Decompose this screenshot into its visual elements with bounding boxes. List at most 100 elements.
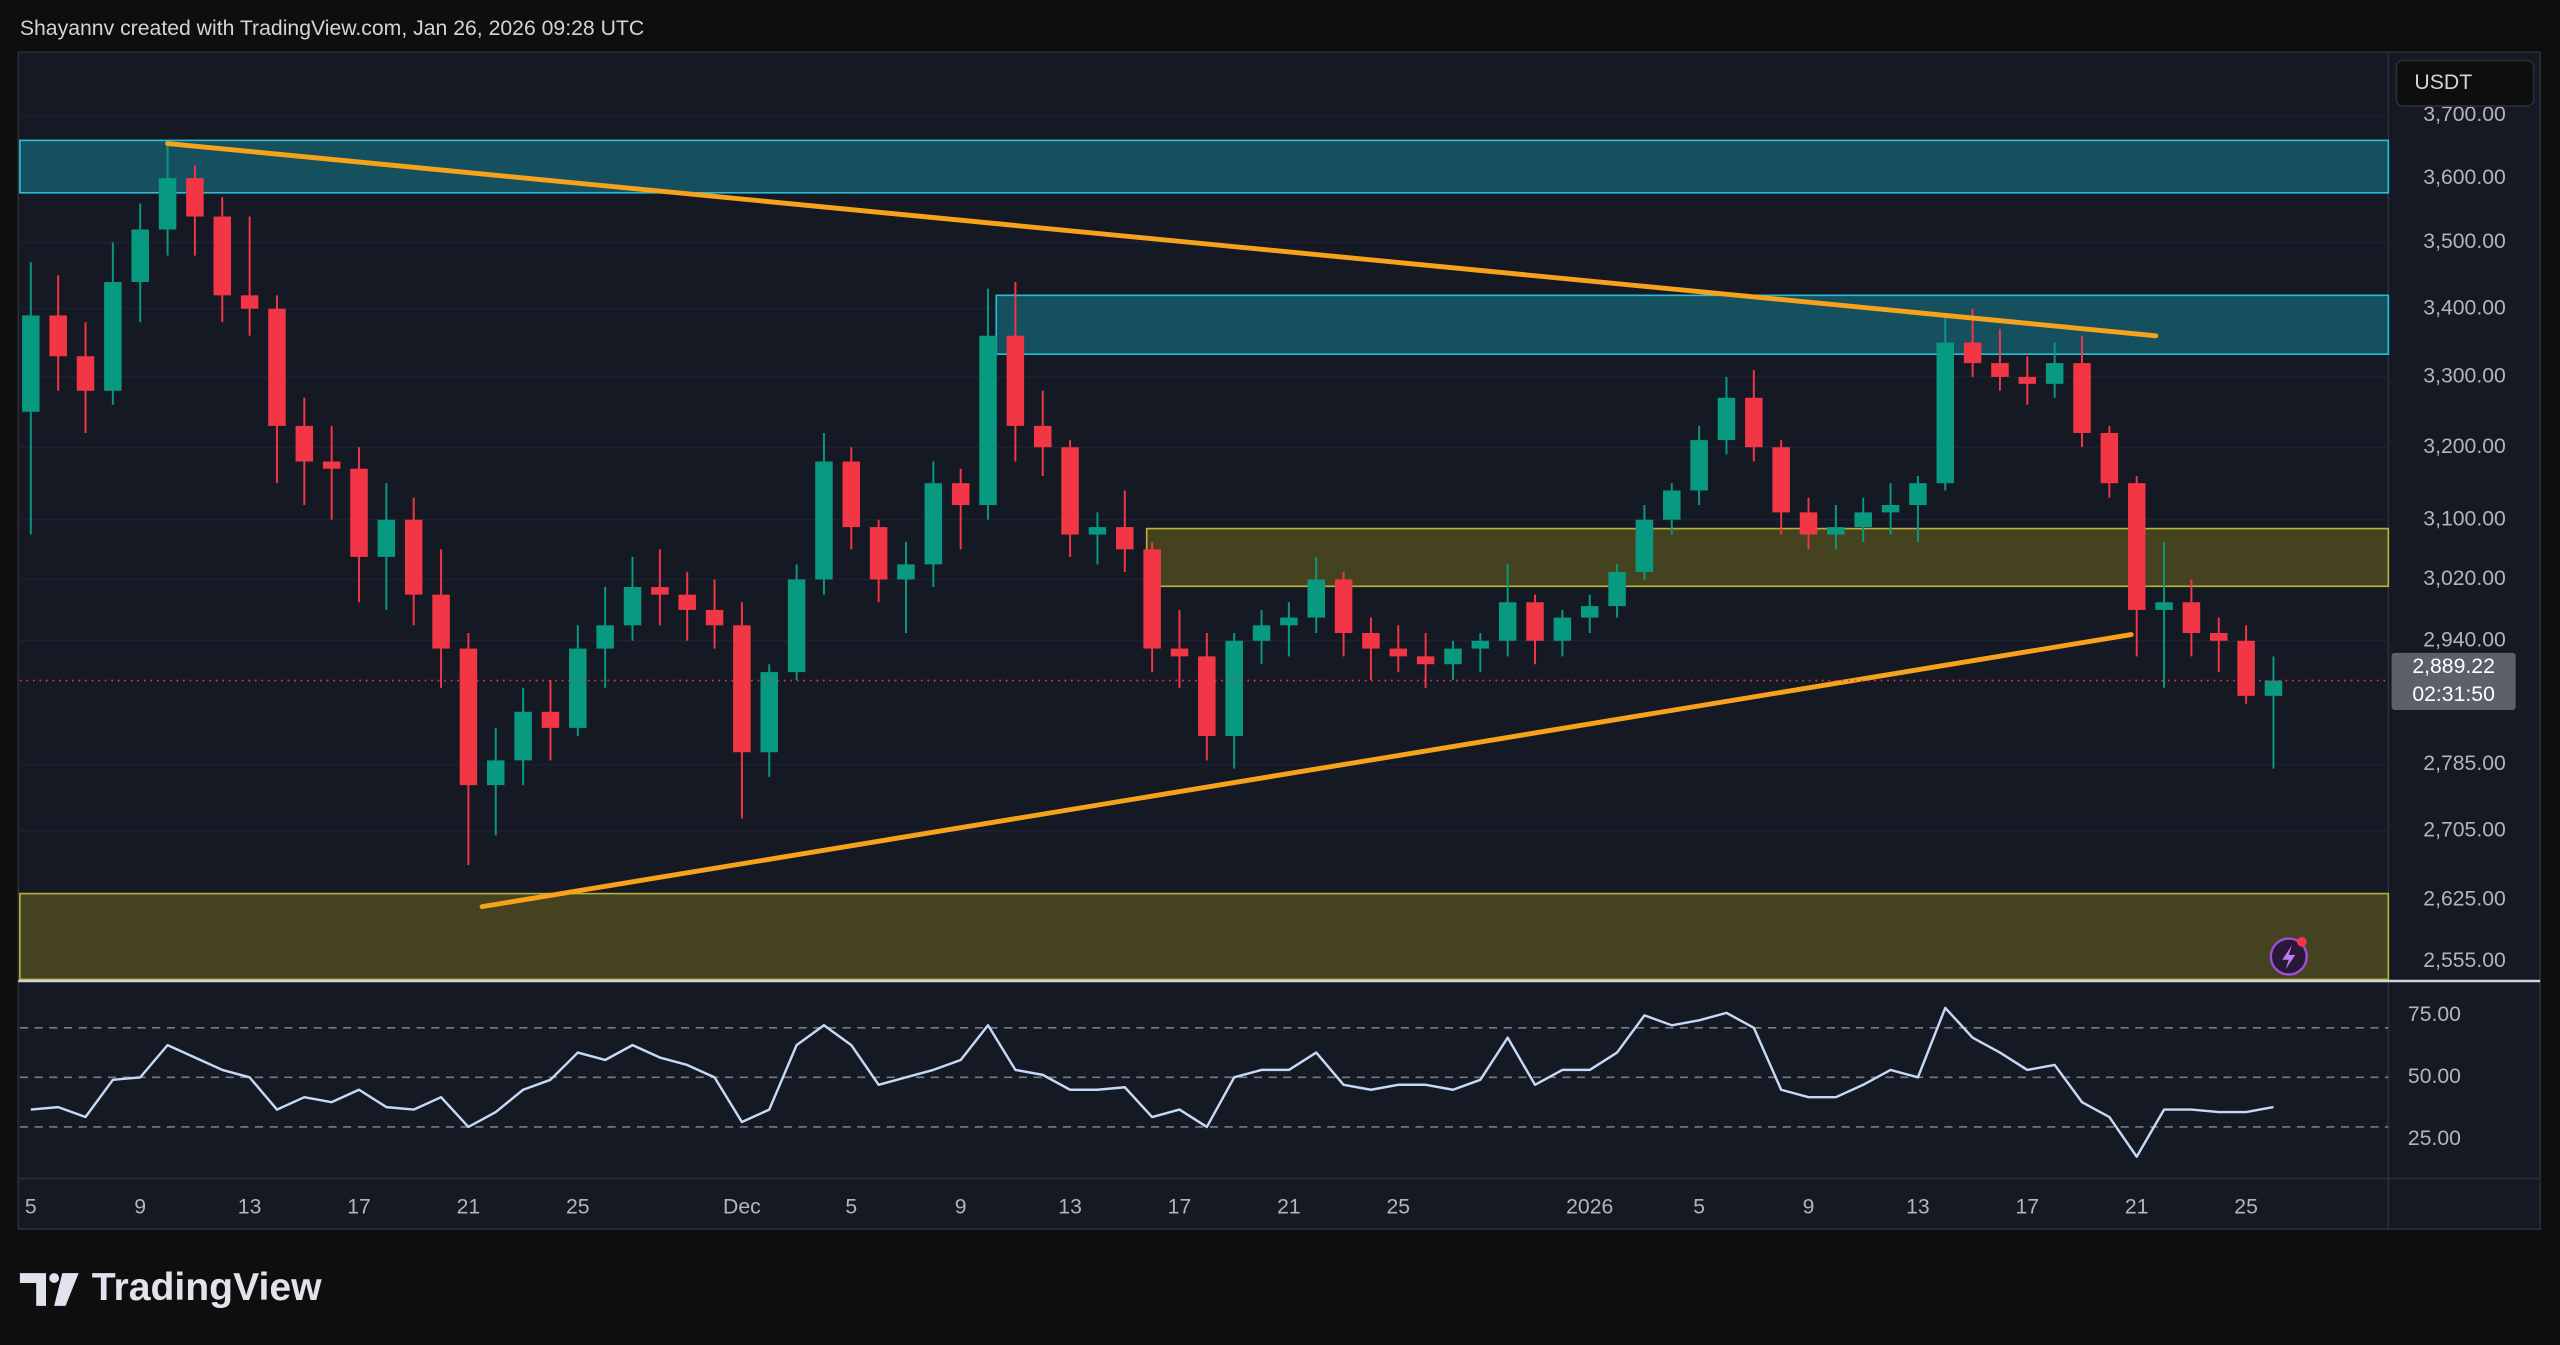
candle-body [2155, 602, 2173, 610]
candle-body [1006, 335, 1025, 426]
candle-body [158, 178, 177, 230]
x-tick-label: 25 [2234, 1195, 2258, 1218]
alert-icon[interactable] [2269, 936, 2308, 976]
candle-body [541, 711, 560, 728]
candle-body [2018, 376, 2037, 384]
candle-body [487, 760, 505, 786]
candle-body [1170, 648, 1189, 657]
candle-body [1772, 447, 1790, 513]
icon-dot [2296, 936, 2307, 947]
candle-body [1909, 483, 1927, 506]
x-tick-label: 25 [566, 1195, 590, 1218]
candle-body [596, 625, 614, 649]
candle-body [1690, 440, 1708, 491]
y-tick-label: 3,600.00 [2423, 166, 2506, 189]
rsi-line [30, 1006, 2274, 1158]
candle-body [1881, 505, 1900, 513]
candle-body [2045, 363, 2064, 384]
icon-bolt [2282, 945, 2296, 970]
candle-body [1471, 640, 1490, 649]
candle-body [869, 527, 888, 580]
x-tick-label: 17 [2016, 1195, 2040, 1218]
y-tick-label: 3,100.00 [2423, 507, 2506, 530]
chart-layer: 3,700.00 3,600.00 3,500.00 3,400.00 3,300.00… [19, 103, 2516, 1218]
candle-body [733, 625, 751, 753]
brand-name: TradingView [92, 1266, 322, 1309]
candle-body [1936, 342, 1955, 484]
brand-logo [19, 1273, 79, 1306]
candle-body [1225, 640, 1243, 736]
candle-body [678, 594, 696, 610]
candle-body [1991, 363, 2009, 377]
candle-body [268, 308, 286, 426]
candle-body [1963, 342, 1982, 364]
candle-body [49, 315, 67, 357]
candle-body [2237, 640, 2255, 696]
y-tick-label: 3,700.00 [2423, 103, 2506, 126]
candle-body [842, 461, 861, 528]
candle-body [1745, 397, 1763, 448]
y-tick-label: 2,785.00 [2423, 752, 2506, 775]
y-tick-label: 3,500.00 [2423, 230, 2506, 253]
candle-body [1362, 633, 1380, 649]
x-tick-label: 9 [1803, 1195, 1815, 1218]
candle-body [322, 461, 341, 469]
candle-body [1608, 571, 1626, 607]
candle-body [705, 609, 724, 626]
candle-body [2264, 680, 2283, 696]
x-tick-label: 5 [1693, 1195, 1705, 1218]
candle-body [1553, 617, 1572, 641]
candle-body [432, 594, 450, 649]
candle-body [1143, 549, 1161, 649]
countdown: 02:31:50 [2412, 683, 2495, 706]
candle-body [186, 178, 204, 217]
candle-body [924, 483, 943, 565]
candle-body [897, 564, 915, 580]
trendline [479, 632, 2134, 910]
candle-body [1334, 579, 1353, 634]
candle-body [213, 216, 232, 296]
candle-body [951, 483, 970, 506]
x-tick-label: 13 [1058, 1195, 1082, 1218]
x-tick-label: 21 [1277, 1195, 1301, 1218]
candle-body [1498, 602, 1517, 641]
candle-body [1854, 512, 1872, 528]
candle-body [404, 519, 423, 595]
x-tick-label: 13 [238, 1195, 262, 1218]
candle-body [295, 425, 314, 462]
x-tick-label: 13 [1906, 1195, 1930, 1218]
y-tick-label: 3,400.00 [2423, 296, 2506, 319]
candle-body [815, 461, 833, 580]
currency-box[interactable] [2395, 59, 2535, 107]
trendline [165, 141, 2159, 339]
zone [19, 139, 2390, 194]
candle-body [1635, 519, 1654, 572]
candle-body [979, 335, 997, 506]
rsi-tick-label: 25.00 [2408, 1127, 2461, 1150]
candle-body [514, 711, 532, 761]
last-price-tag [2391, 652, 2516, 710]
candle-body [1799, 512, 1818, 535]
candle-body [1444, 648, 1462, 665]
candle-body [1389, 648, 1408, 657]
candle-body [1717, 397, 1736, 441]
y-tick-label: 2,555.00 [2423, 949, 2506, 972]
candle-body [1663, 490, 1681, 520]
zone [19, 892, 2390, 981]
zone [1145, 527, 2390, 588]
candle-body [760, 672, 778, 753]
candle-body [2127, 483, 2146, 610]
x-tick-label: 21 [2125, 1195, 2149, 1218]
x-tick-label: 17 [1168, 1195, 1192, 1218]
candle-body [1526, 602, 1544, 641]
candle-body [459, 648, 478, 786]
candle-body [22, 315, 40, 412]
candle-body [1307, 579, 1325, 618]
candle-body [1033, 425, 1052, 448]
y-tick-label: 2,705.00 [2423, 819, 2506, 842]
candle-body [2182, 602, 2201, 634]
candle-body [1116, 527, 1134, 550]
candle-body [131, 229, 149, 282]
